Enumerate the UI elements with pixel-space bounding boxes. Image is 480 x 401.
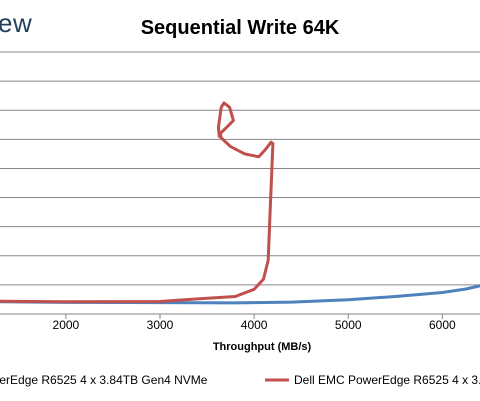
brand-logo-fragment: ew <box>0 8 33 38</box>
x-tick-marks <box>65 314 443 319</box>
x-tick-label: 3000 <box>147 318 174 332</box>
series-line-2 <box>0 101 275 304</box>
legend-label-2: Dell EMC PowerEdge R6525 4 x 3.84 <box>294 373 480 387</box>
gridlines <box>0 51 480 286</box>
legend-label-1: PowerEdge R6525 4 x 3.84TB Gen4 NVMe <box>0 373 208 387</box>
x-axis-title: Throughput (MB/s) <box>213 341 312 353</box>
x-tick-label: 5000 <box>335 318 362 332</box>
chart-legend: PowerEdge R6525 4 x 3.84TB Gen4 NVMe Dell… <box>0 373 480 387</box>
series-group <box>0 101 480 305</box>
x-tick-label: 2000 <box>53 318 80 332</box>
x-tick-labels: 2000 3000 4000 5000 6000 <box>53 318 456 332</box>
x-tick-label: 6000 <box>429 318 456 332</box>
chart-title: Sequential Write 64K <box>141 17 340 39</box>
x-tick-label: 4000 <box>241 318 268 332</box>
